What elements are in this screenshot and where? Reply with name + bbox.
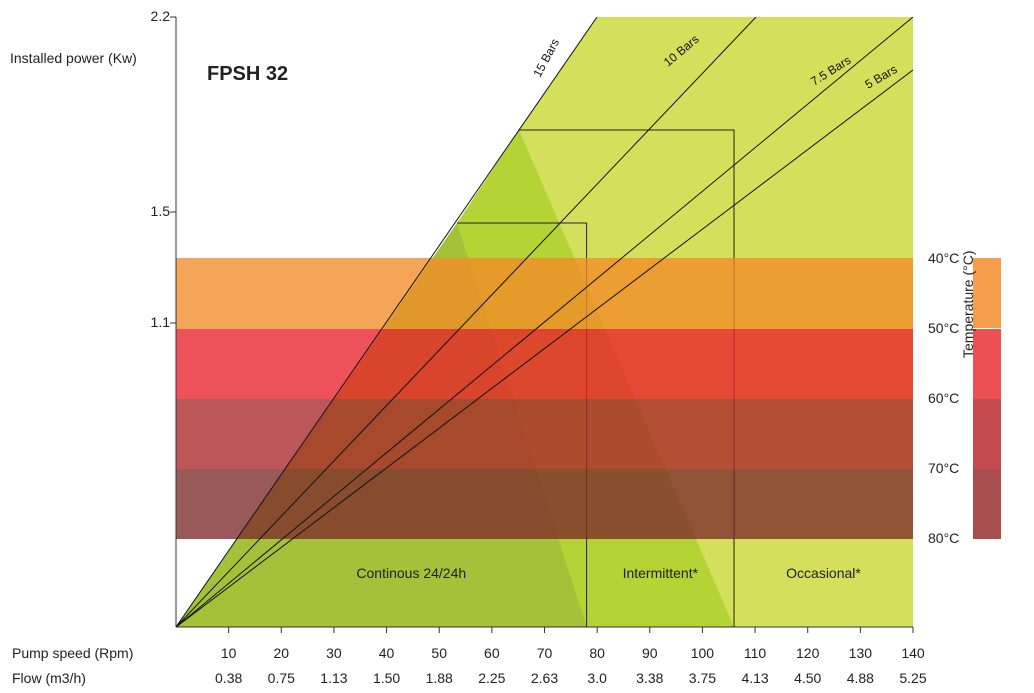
x-tick-label: 1.13 <box>320 670 348 686</box>
y-axis-label: Installed power (Kw) <box>10 50 137 66</box>
duty-zone-label: Intermittent* <box>622 565 699 581</box>
x-tick-label: 1.50 <box>372 670 401 686</box>
x-tick-label: 5.25 <box>899 670 927 686</box>
x-tick-label: 0.38 <box>215 670 243 686</box>
pressure-line-2 <box>176 17 757 627</box>
x-tick-label: 40 <box>378 645 395 661</box>
legend-swatch-3 <box>973 399 1001 469</box>
legend-swatch-4 <box>973 469 1001 539</box>
y-tick-label: 1.1 <box>150 314 170 330</box>
pressure-line-3 <box>176 17 913 627</box>
x-tick-label: 3.0 <box>587 670 607 686</box>
x-tick-label: 2.63 <box>530 670 559 686</box>
temperature-bands <box>176 258 913 539</box>
x-row-label: Pump speed (Rpm) <box>12 645 134 661</box>
temperature-legend <box>973 258 1001 539</box>
legend-swatch-2 <box>973 329 1001 399</box>
temperature-band-4 <box>176 469 913 539</box>
x-tick-label: 60 <box>484 645 500 661</box>
duty-zone-label: Occasional* <box>786 565 861 581</box>
legend-title: Temperature (°C) <box>960 250 976 358</box>
x-tick-label: 30 <box>326 645 342 661</box>
axes <box>170 16 914 633</box>
legend-label: 80°C <box>928 530 960 546</box>
x-tick-label: 110 <box>743 645 767 661</box>
temperature-band-1 <box>176 258 913 329</box>
x-tick-label: 10 <box>220 645 237 661</box>
x-tick-label: 4.50 <box>794 670 822 686</box>
x-tick-label: 130 <box>848 645 873 661</box>
temperature-band-3 <box>176 399 913 469</box>
x-tick-label: 0.75 <box>267 670 295 686</box>
x-tick-label: 80 <box>589 645 605 661</box>
pressure-line-1 <box>176 17 598 627</box>
temperature-band-2 <box>176 329 913 399</box>
x-row-label: Flow (m3/h) <box>12 670 86 686</box>
x-tick-label: 2.25 <box>478 670 506 686</box>
x-tick-label: 3.38 <box>636 670 664 686</box>
pressure-line-label-1: 15 Bars <box>530 36 562 79</box>
x-tick-label: 3.75 <box>688 670 717 686</box>
x-tick-label: 1.88 <box>425 670 453 686</box>
legend-label: 70°C <box>928 460 960 476</box>
x-tick-label: 70 <box>536 645 553 661</box>
x-tick-label: 50 <box>431 645 447 661</box>
x-tick-label: 4.13 <box>741 670 769 686</box>
y-tick-label: 1.5 <box>150 203 170 219</box>
y-tick-label: 2.2 <box>150 8 170 24</box>
x-tick-label: 100 <box>690 645 715 661</box>
legend-swatch-1 <box>973 258 1001 328</box>
x-tick-label: 120 <box>796 645 820 661</box>
x-tick-label: 140 <box>901 645 925 661</box>
pressure-line-4 <box>176 69 913 627</box>
legend-label: 50°C <box>928 320 960 336</box>
x-tick-label: 4.88 <box>846 670 874 686</box>
legend-label: 40°C <box>928 250 960 266</box>
duty-zone-label: Continous 24/24h <box>356 565 467 581</box>
chart-title: FPSH 32 <box>207 63 289 85</box>
legend-label: 60°C <box>928 390 960 406</box>
x-tick-label: 20 <box>273 645 290 661</box>
x-tick-label: 90 <box>641 645 658 661</box>
